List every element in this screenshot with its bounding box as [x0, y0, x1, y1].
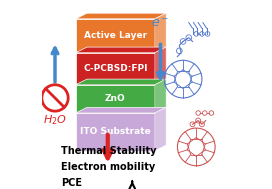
Text: C-PCBSD:FPI: C-PCBSD:FPI: [83, 64, 147, 73]
Polygon shape: [76, 113, 155, 151]
Polygon shape: [76, 19, 155, 53]
Polygon shape: [76, 107, 166, 113]
Polygon shape: [76, 79, 166, 85]
Text: Active Layer: Active Layer: [84, 31, 147, 40]
Polygon shape: [155, 79, 166, 113]
Text: PCE: PCE: [61, 178, 82, 188]
Polygon shape: [155, 47, 166, 85]
Polygon shape: [76, 53, 155, 85]
Text: $e^-$: $e^-$: [151, 17, 170, 30]
Text: Thermal Stability: Thermal Stability: [61, 146, 156, 156]
Text: ITO Substrate: ITO Substrate: [80, 127, 151, 136]
Polygon shape: [76, 47, 166, 53]
Polygon shape: [155, 13, 166, 53]
Text: $H_2O$: $H_2O$: [43, 114, 67, 127]
Polygon shape: [76, 85, 155, 113]
Text: Electron mobility: Electron mobility: [61, 162, 155, 172]
Polygon shape: [76, 13, 166, 19]
Polygon shape: [155, 107, 166, 151]
Text: ZnO: ZnO: [105, 94, 126, 103]
